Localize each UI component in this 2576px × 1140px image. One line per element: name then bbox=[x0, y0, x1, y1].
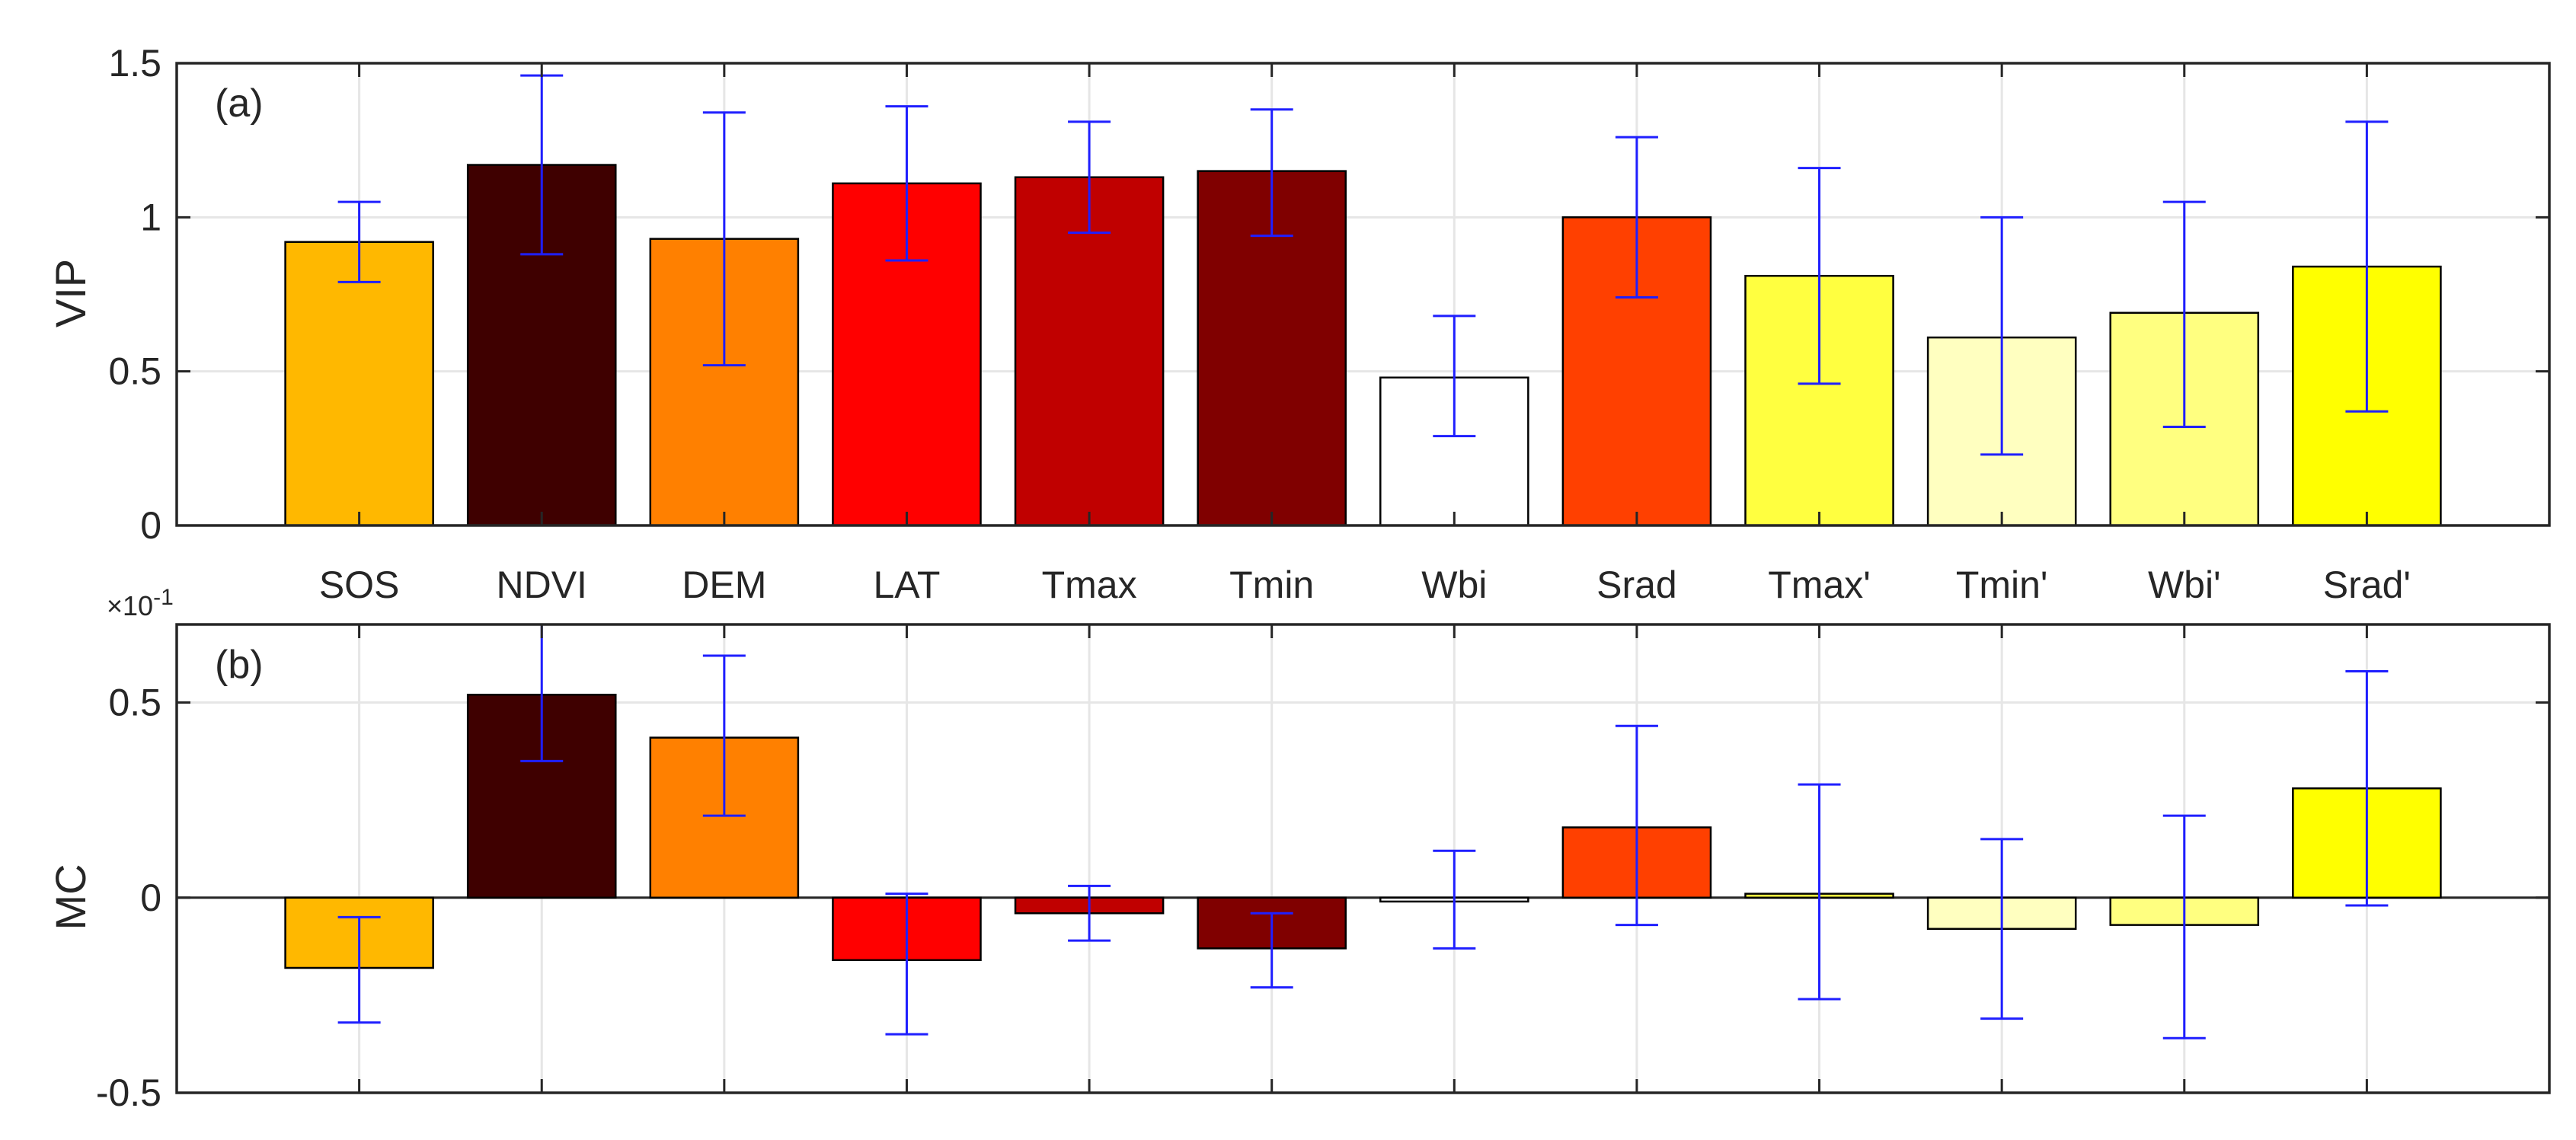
error-bar bbox=[1250, 108, 1293, 238]
panel-b: -0.5 0 0.5 MC (b) ×10-1 bbox=[46, 585, 2551, 1114]
error-bar bbox=[1615, 136, 1658, 299]
y-tick-label: 0 bbox=[140, 504, 161, 547]
error-bar bbox=[885, 105, 928, 262]
panel-label: (a) bbox=[215, 81, 264, 126]
x-tick-label: Tmax' bbox=[1768, 564, 1871, 606]
y-tick-label: 1 bbox=[140, 196, 161, 238]
error-bar bbox=[1798, 167, 1841, 385]
error-bar bbox=[1250, 912, 1293, 989]
x-tick-label: LAT bbox=[873, 564, 940, 606]
panel-label: (b) bbox=[215, 643, 264, 687]
y-tick-label: -0.5 bbox=[96, 1071, 161, 1114]
error-bar bbox=[2345, 670, 2389, 907]
x-tick-label: Tmax bbox=[1042, 564, 1137, 606]
panel-a: 0 0.5 1 1.5 SOS NDVI DEM LAT Tmax Tmin Wbi Srad Tmax… bbox=[46, 42, 2551, 606]
error-bar bbox=[337, 915, 381, 1024]
error-bar bbox=[2162, 200, 2206, 429]
error-bar bbox=[1068, 120, 1111, 235]
x-tick-label: Srad bbox=[1596, 564, 1677, 606]
y-tick-label: 0.5 bbox=[108, 350, 161, 393]
error-bar bbox=[1798, 783, 1841, 1001]
error-bar bbox=[2162, 814, 2206, 1039]
x-tick-label: Tmin bbox=[1229, 564, 1314, 606]
bar-tmax bbox=[1014, 176, 1165, 527]
x-tick-label: Srad' bbox=[2323, 564, 2411, 606]
error-bar bbox=[1980, 216, 2024, 456]
y-axis-title: VIP bbox=[46, 259, 94, 327]
axes-frame bbox=[175, 62, 2551, 527]
bar-sos bbox=[284, 241, 434, 527]
error-bar bbox=[1615, 724, 1658, 927]
error-bar bbox=[337, 200, 381, 283]
axes-frame bbox=[175, 623, 2551, 1094]
x-tick-label: NDVI bbox=[496, 564, 586, 606]
y-tick-label: 0.5 bbox=[108, 682, 161, 724]
y-axis-title: MC bbox=[46, 864, 94, 930]
error-bar bbox=[1433, 849, 1476, 950]
error-bar bbox=[702, 111, 746, 367]
axis-exponent: ×10-1 bbox=[107, 585, 174, 621]
x-tick-label: DEM bbox=[682, 564, 766, 606]
error-bar bbox=[1433, 315, 1476, 438]
error-bar bbox=[702, 654, 746, 817]
error-bar bbox=[1068, 884, 1111, 942]
x-tick-label: SOS bbox=[319, 564, 400, 606]
error-bar bbox=[2345, 120, 2389, 413]
error-bar bbox=[885, 893, 928, 1036]
x-tick-label: Wbi bbox=[1421, 564, 1487, 606]
y-tick-label: 0 bbox=[140, 877, 161, 919]
x-tick-label: Tmin' bbox=[1956, 564, 2048, 606]
error-bar bbox=[1980, 838, 2024, 1020]
x-tick-label: Wbi' bbox=[2148, 564, 2221, 606]
y-tick-label: 1.5 bbox=[108, 42, 161, 85]
